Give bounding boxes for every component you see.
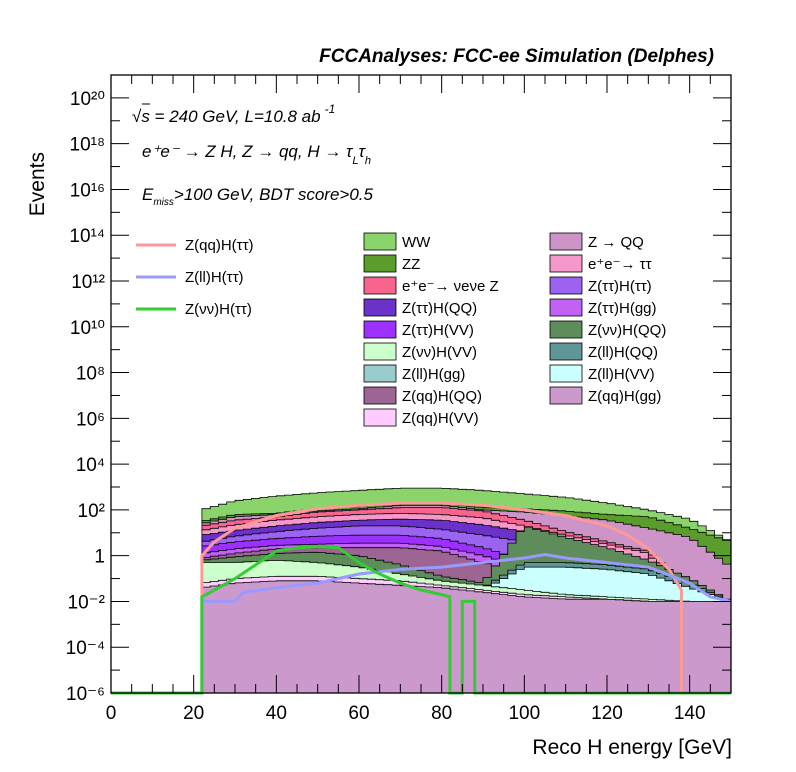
legend-label: Z(ll)H(VV) [588,366,655,383]
y-tick-label: 10⁶ [76,409,105,430]
x-tick-label: 20 [183,703,204,724]
y-tick-label: 10⁻² [68,592,106,613]
process-label: e⁺e⁻ → Z H, Z → qq, H → τLτh [142,142,371,167]
legend-swatch [363,342,397,361]
legend-signal-label: Z(νν)H(ττ) [185,301,252,318]
y-tick-label: 10¹⁸ [70,135,105,156]
legend-label: Z → QQ [588,234,644,251]
x-tick-label: 100 [508,703,540,724]
legend-signal-label: Z(qq)H(ττ) [185,237,254,254]
legend-swatch [549,232,583,251]
stack-z-qq-h-gg [201,580,732,694]
legend-label: Z(νν)H(VV) [402,344,477,361]
y-axis-title: Events [26,152,49,216]
legend-swatch [363,386,397,405]
y-tick-label: 10²⁰ [70,89,105,110]
legend-swatch [363,232,397,251]
legend-label: WW [402,234,431,251]
legend-label: Z(ll)H(QQ) [588,344,658,361]
legend-swatch [363,320,397,339]
legend-label: ZZ [402,256,420,273]
chart-title: FCCAnalyses: FCC-ee Simulation (Delphes) [319,46,714,67]
signal-line-z-qq-h [111,501,731,695]
legend-label: e⁺e⁻→ νeνe Z [402,278,499,295]
legend-swatch [363,364,397,383]
legend-label: Z(ττ)H(gg) [588,300,657,317]
legend-swatch [363,298,397,317]
y-tick-label: 10¹² [71,272,105,293]
y-tick-label: 1 [94,547,105,568]
legend-swatch [549,386,583,405]
x-tick-label: 80 [431,703,452,724]
signal-line-z-ll-h [111,552,732,695]
legend-swatch [549,276,583,295]
x-tick-label: 60 [348,703,369,724]
legend-swatch [363,254,397,273]
legend-label: Z(ττ)H(QQ) [402,300,477,317]
legend-swatch [549,320,583,339]
y-tick-label: 10⁸ [76,364,105,385]
legend-swatch [363,408,397,427]
legend-label: Z(ττ)H(ττ) [588,278,652,295]
y-tick-label: 10⁴ [76,455,105,476]
legend-label: Z(qq)H(VV) [402,410,479,427]
x-tick-label: 40 [266,703,287,724]
selection-label: Emiss>100 GeV, BDT score>0.5 [142,185,374,208]
legend-swatch [549,254,583,273]
signal-line-z-h [111,544,731,695]
x-tick-label: 140 [674,703,706,724]
legend-label: Z(ττ)H(VV) [402,322,474,339]
x-tick-label: 0 [106,703,117,724]
legend-label: Z(qq)H(gg) [588,388,661,405]
x-axis-title: Reco H energy [GeV] [532,736,732,759]
sqrt-s-label: √s = 240 GeV, L=10.8 ab -1 [132,102,335,126]
legend-swatch [363,276,397,295]
legend-label: Z(qq)H(QQ) [402,388,482,405]
legend-swatch [549,298,583,317]
legend-label: e⁺e⁻→ ττ [588,256,652,273]
legend-label: Z(νν)H(QQ) [588,322,666,339]
legend-swatch [549,364,583,383]
y-tick-label: 10² [78,501,105,522]
y-tick-label: 10¹⁰ [70,318,105,339]
y-tick-label: 10⁻⁴ [66,638,105,659]
y-tick-label: 10¹⁶ [70,180,105,201]
y-tick-label: 10⁻⁶ [66,684,105,705]
legend-label: Z(ll)H(gg) [402,366,465,383]
y-tick-label: 10¹⁴ [69,226,105,247]
legend-swatch [549,342,583,361]
x-tick-label: 120 [591,703,623,724]
legend-signal-label: Z(ll)H(ττ) [185,269,244,286]
